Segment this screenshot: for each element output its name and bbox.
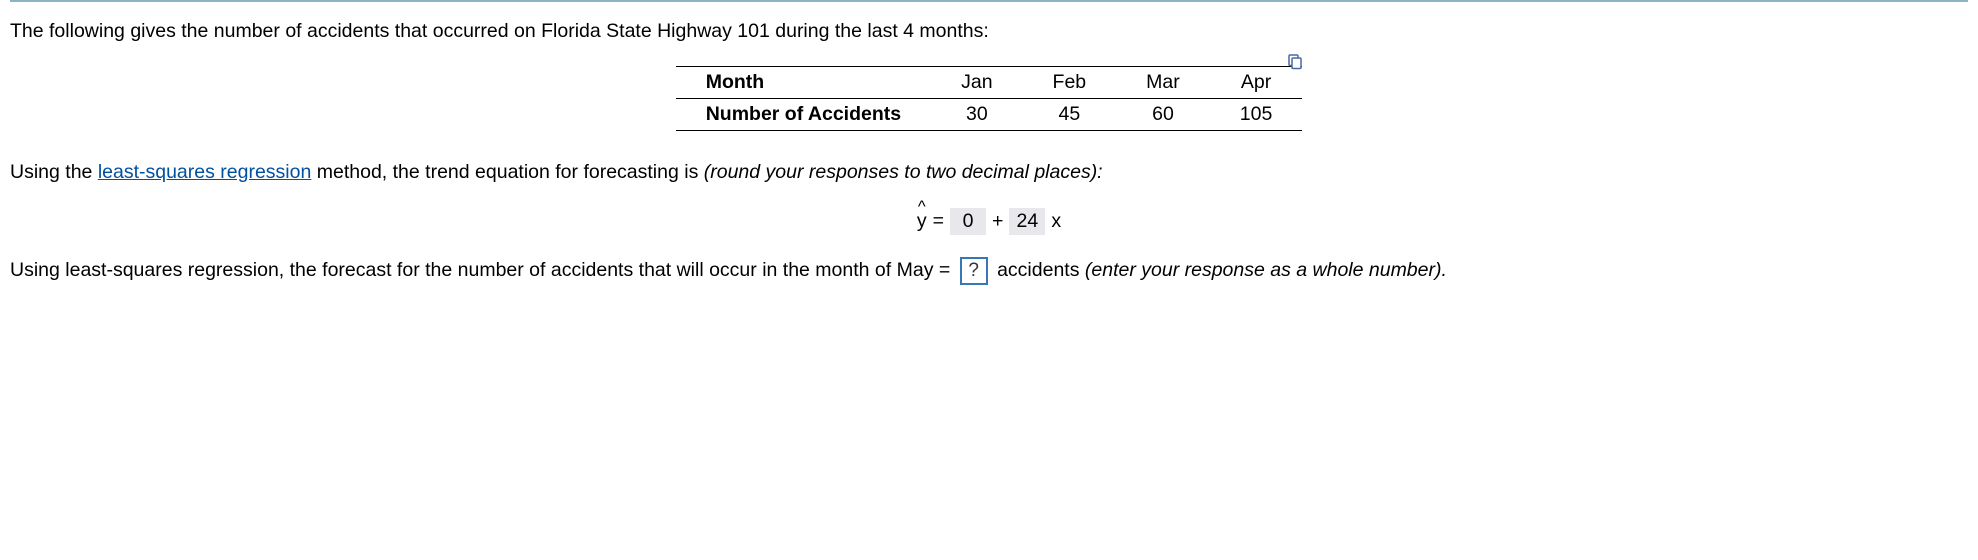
prompt1-post: method, the trend equation for forecasti… — [311, 161, 703, 183]
copy-table-icon[interactable] — [1286, 52, 1304, 76]
least-squares-link[interactable]: least-squares regression — [98, 161, 312, 183]
plus-sign: + — [992, 210, 1003, 233]
trend-equation: y = 0 + 24 x — [10, 208, 1968, 235]
month-cell: Feb — [1023, 67, 1117, 99]
top-divider — [10, 0, 1968, 2]
accidents-label: Number of Accidents — [676, 99, 931, 131]
prompt1-pre: Using the — [10, 161, 98, 183]
value-cell: 60 — [1116, 99, 1210, 131]
value-cell: 105 — [1210, 99, 1303, 131]
equals-sign: = — [933, 210, 944, 233]
forecast-input[interactable]: ? — [960, 257, 988, 285]
prompt-regression: Using the least-squares regression metho… — [10, 159, 1968, 185]
table-row: Month Jan Feb Mar Apr — [676, 67, 1303, 99]
value-cell: 30 — [931, 99, 1022, 131]
intercept-value: 0 — [950, 208, 986, 235]
x-symbol: x — [1051, 210, 1061, 233]
prompt1-italic: (round your responses to two decimal pla… — [704, 161, 1103, 183]
table-row: Number of Accidents 30 45 60 105 — [676, 99, 1303, 131]
month-label: Month — [676, 67, 931, 99]
month-cell: Jan — [931, 67, 1022, 99]
prompt2-italic: (enter your response as a whole number). — [1085, 259, 1447, 281]
y-hat-symbol: y — [917, 210, 927, 233]
prompt2-units: accidents — [992, 259, 1085, 281]
prompt-forecast: Using least-squares regression, the fore… — [10, 257, 1968, 285]
month-cell: Mar — [1116, 67, 1210, 99]
intro-text: The following gives the number of accide… — [10, 18, 1968, 44]
prompt2-text: Using least-squares regression, the fore… — [10, 259, 956, 281]
value-cell: 45 — [1023, 99, 1117, 131]
slope-value: 24 — [1009, 208, 1045, 235]
accidents-table: Month Jan Feb Mar Apr Number of Accident… — [676, 66, 1303, 131]
